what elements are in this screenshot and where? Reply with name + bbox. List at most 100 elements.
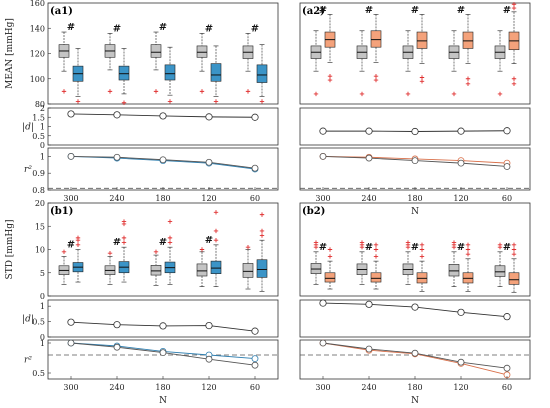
r2-point — [251, 361, 259, 369]
outlier-marker — [167, 99, 173, 104]
d-point — [67, 318, 75, 326]
outlier-marker — [511, 5, 517, 11]
y-tick-label: 2 — [40, 104, 45, 113]
x-tick-label: 180 — [407, 194, 422, 203]
outlier-marker — [373, 247, 379, 252]
d-axes-frame — [47, 299, 279, 338]
d-point — [251, 113, 259, 121]
r2-estimate-line — [322, 342, 508, 376]
r2-point — [251, 164, 259, 172]
significance-hash: # — [457, 242, 465, 253]
outlier-marker — [199, 247, 205, 252]
significance-hash: # — [503, 242, 511, 253]
box-axes-frame — [299, 2, 531, 105]
box-estimate — [508, 272, 520, 285]
d-point — [365, 300, 373, 308]
outlier-marker — [359, 240, 365, 245]
panel-label: (b1) — [50, 206, 73, 217]
significance-hash: # — [159, 237, 167, 248]
y-tick-label: 1 — [40, 123, 45, 132]
panel-label: (a1) — [50, 6, 73, 17]
significance-hash: # — [67, 240, 75, 251]
d-point — [159, 322, 167, 330]
box-reference — [150, 265, 162, 276]
d-point — [113, 321, 121, 329]
r2-axis-label: r² — [24, 165, 32, 175]
x-tick-label: 60 — [250, 194, 260, 203]
d-point — [319, 127, 327, 135]
d-axis-label: |d| — [22, 123, 34, 133]
r2-point — [503, 163, 511, 170]
outlier-marker — [313, 91, 319, 97]
outlier-marker — [511, 247, 517, 252]
y-tick-label: 80 — [35, 100, 45, 109]
x-tick-label: 60 — [502, 383, 512, 392]
y-tick-label: 0.5 — [32, 369, 45, 378]
box-estimate — [370, 30, 382, 48]
significance-hash: # — [205, 235, 213, 246]
x-tick-label: 240 — [361, 383, 376, 392]
outlier-marker — [213, 228, 219, 234]
outlier-marker — [327, 74, 333, 79]
outlier-marker — [213, 99, 219, 104]
x-tick-label: 240 — [109, 383, 124, 392]
r2-axes-frame — [299, 147, 531, 191]
r2-axes-frame — [47, 147, 279, 191]
x-tick-label: 180 — [155, 194, 170, 203]
r2-point — [365, 345, 373, 353]
d-point — [205, 113, 213, 121]
x-tick-label: 120 — [453, 383, 468, 392]
outlier-marker — [75, 242, 81, 248]
x-axis-label: N — [411, 207, 419, 217]
outlier-marker — [121, 240, 127, 245]
d-point — [503, 127, 511, 135]
d-point — [365, 127, 373, 135]
outlier-marker — [213, 238, 219, 243]
x-tick-label: 120 — [453, 194, 468, 203]
x-tick-label: 120 — [201, 383, 216, 392]
y-tick-label: 1 — [40, 339, 45, 348]
d-point — [67, 110, 75, 118]
outlier-marker — [61, 249, 67, 255]
y-tick-label: 0 — [40, 141, 45, 150]
outlier-marker — [75, 235, 81, 241]
significance-hash: # — [319, 5, 327, 16]
outlier-marker — [465, 251, 471, 257]
outlier-marker — [167, 240, 173, 245]
d-axes-frame — [299, 299, 531, 338]
d-point — [205, 321, 213, 330]
y-tick-label: 0 — [40, 292, 45, 301]
d-point — [411, 303, 419, 311]
y-tick-label: 0.9 — [32, 169, 45, 178]
d-axis-label: |d| — [22, 315, 34, 325]
box-reference — [448, 264, 460, 277]
r2-point — [251, 355, 259, 363]
box-estimate — [462, 31, 474, 49]
y-axis-label: STD [mmHg] — [5, 220, 15, 280]
y-tick-label: 20 — [35, 199, 45, 208]
x-tick-label: 300 — [315, 194, 330, 203]
x-tick-label: 60 — [250, 383, 260, 392]
outlier-marker — [245, 244, 251, 250]
x-tick-label: 240 — [109, 194, 124, 203]
r2-axis-label: r² — [24, 356, 32, 366]
r2-axes-frame — [299, 339, 531, 380]
box-reference — [494, 265, 506, 277]
outlier-marker — [121, 235, 127, 241]
r2-point — [159, 156, 167, 164]
outlier-marker — [259, 99, 265, 104]
r2-point — [503, 364, 511, 372]
outlier-marker — [61, 89, 67, 94]
outlier-marker — [373, 242, 379, 248]
r2-point — [205, 355, 213, 363]
outlier-marker — [327, 247, 333, 252]
outlier-marker — [199, 89, 205, 94]
outlier-marker — [451, 91, 457, 97]
r2-point — [319, 152, 327, 160]
outlier-marker — [167, 219, 173, 224]
r2-point — [113, 343, 121, 351]
d-point — [503, 313, 511, 321]
d-point — [457, 127, 465, 135]
x-tick-label: 60 — [502, 194, 512, 203]
